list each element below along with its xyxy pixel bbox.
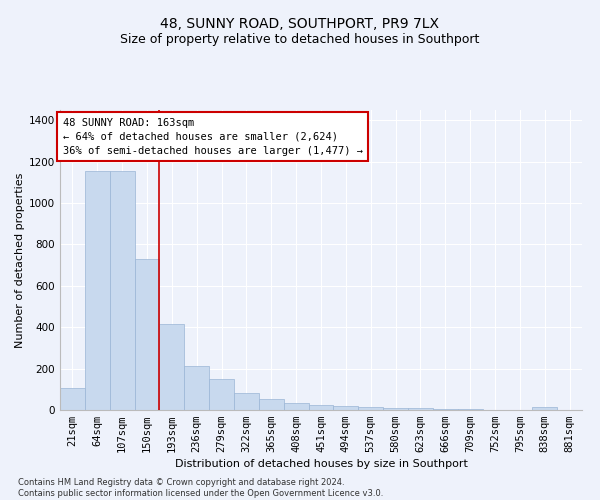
Bar: [234, 394, 259, 410]
Bar: [433, 409, 458, 410]
Text: 48 SUNNY ROAD: 163sqm
← 64% of detached houses are smaller (2,624)
36% of semi-d: 48 SUNNY ROAD: 163sqm ← 64% of detached …: [62, 118, 362, 156]
Bar: [259, 398, 284, 410]
Bar: [85, 171, 110, 410]
Y-axis label: Number of detached properties: Number of detached properties: [15, 172, 25, 348]
Bar: [383, 408, 408, 410]
Bar: [209, 379, 234, 410]
Bar: [308, 405, 334, 410]
Bar: [134, 259, 160, 410]
Bar: [110, 171, 134, 410]
X-axis label: Distribution of detached houses by size in Southport: Distribution of detached houses by size …: [175, 460, 467, 469]
Bar: [184, 366, 209, 410]
Text: Contains HM Land Registry data © Crown copyright and database right 2024.
Contai: Contains HM Land Registry data © Crown c…: [18, 478, 383, 498]
Bar: [160, 324, 184, 410]
Bar: [532, 407, 557, 410]
Bar: [334, 406, 358, 410]
Bar: [358, 407, 383, 410]
Text: Size of property relative to detached houses in Southport: Size of property relative to detached ho…: [121, 32, 479, 46]
Bar: [284, 403, 308, 410]
Bar: [60, 388, 85, 410]
Bar: [408, 408, 433, 410]
Text: 48, SUNNY ROAD, SOUTHPORT, PR9 7LX: 48, SUNNY ROAD, SOUTHPORT, PR9 7LX: [161, 18, 439, 32]
